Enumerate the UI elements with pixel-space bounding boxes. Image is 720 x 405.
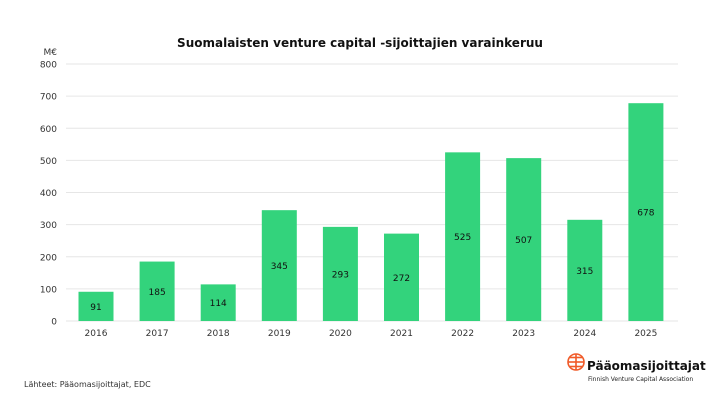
x-tick-label: 2025 [634,329,657,339]
bar-2023 [506,158,542,321]
bar-2021 [384,233,419,321]
data-label: 293 [332,270,349,280]
logo-globe-icon [567,353,585,371]
y-tick-label: 800 [40,61,57,71]
bar-2018 [200,284,236,321]
x-tick-label: 2022 [451,329,474,339]
bar-2019 [261,210,297,321]
y-tick-label: 200 [40,253,57,263]
data-label: 185 [149,288,166,298]
logo-name: Pääomasijoittajat [587,359,706,373]
data-label: 507 [515,236,532,246]
y-tick-label: 700 [40,93,57,103]
x-tick-label: 2020 [329,329,352,339]
y-tick-label: 400 [40,189,57,199]
x-tick-label: 2018 [207,329,230,339]
bar-2017 [139,261,175,321]
chart-title: Suomalaisten venture capital -sijoittaji… [177,36,543,50]
x-tick-label: 2023 [512,329,535,339]
y-tick-label: 600 [40,125,57,135]
data-label: 272 [393,274,410,284]
data-label: 525 [454,233,471,243]
data-label: 114 [210,299,227,309]
bar-2020 [322,226,358,321]
data-label: 678 [637,209,654,219]
bar-2022 [445,152,481,321]
y-tick-label: 0 [51,318,57,328]
y-tick-label: 300 [40,221,57,231]
bar-2025 [628,103,664,321]
x-tick-label: 2016 [85,329,108,339]
x-tick-label: 2017 [146,329,169,339]
x-tick-label: 2019 [268,329,291,339]
data-label: 91 [90,303,101,313]
data-label: 345 [271,262,288,272]
logo-subtitle: Finnish Venture Capital Association [588,376,694,383]
y-axis-label: M€ [44,48,58,58]
bar-2024 [567,219,603,321]
y-tick-label: 100 [40,285,57,295]
x-tick-label: 2024 [573,329,596,339]
data-label: 315 [576,267,593,277]
x-tick-label: 2021 [390,329,413,339]
bar-2016 [78,291,114,321]
source-note: Lähteet: Pääomasijoittajat, EDC [24,380,151,389]
y-tick-label: 500 [40,157,57,167]
